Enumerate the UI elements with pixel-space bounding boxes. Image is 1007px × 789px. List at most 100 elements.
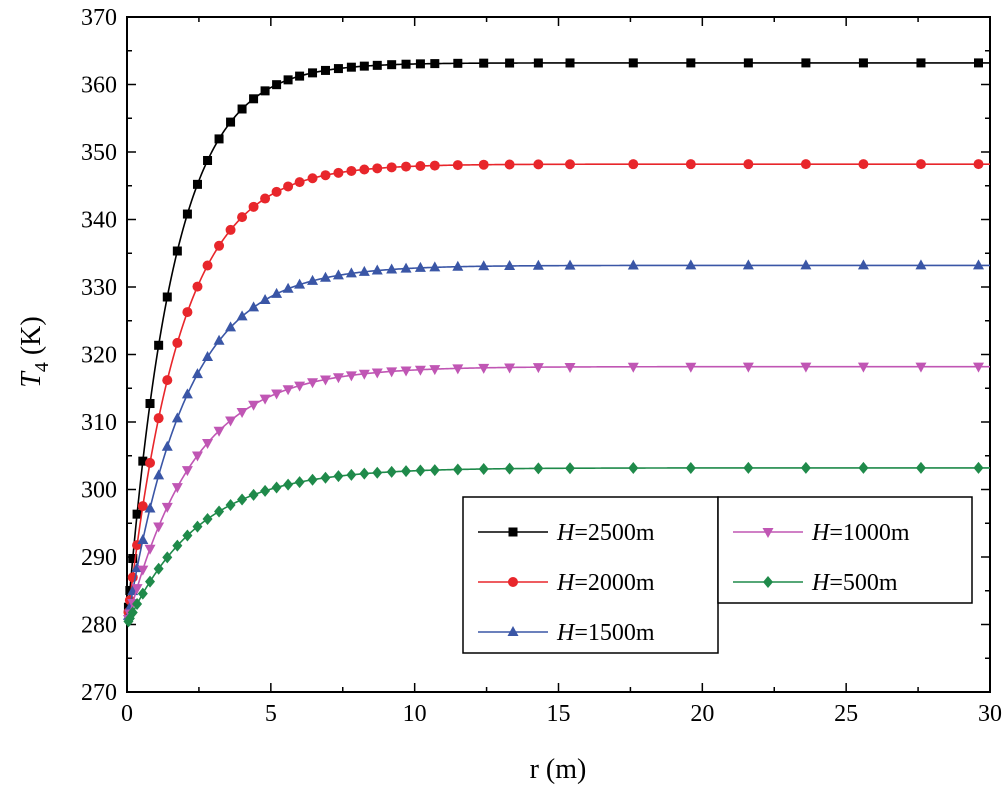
data-point: [283, 181, 294, 192]
data-point: [345, 267, 357, 278]
data-point: [171, 412, 183, 423]
data-point: [973, 159, 984, 170]
data-point: [627, 259, 639, 270]
legend-label-var: H: [556, 620, 576, 646]
data-point: [430, 59, 440, 69]
series-line: [126, 264, 990, 625]
data-point: [628, 462, 639, 475]
data-point: [181, 388, 193, 399]
y-tick-label: 290: [81, 545, 117, 571]
data-point: [182, 307, 193, 318]
data-point: [743, 58, 753, 68]
y-axis-title: T4 (K): [16, 316, 53, 387]
data-point: [478, 159, 489, 170]
data-point: [161, 440, 173, 451]
data-point: [294, 177, 305, 188]
y-tick-label: 350: [81, 140, 117, 166]
data-point: [333, 470, 344, 483]
data-point: [858, 159, 869, 170]
data-point: [320, 170, 331, 181]
data-point: [172, 246, 182, 256]
data-point: [429, 160, 440, 171]
data-point: [271, 389, 283, 400]
series-layer: [122, 58, 990, 628]
data-point: [236, 310, 248, 321]
data-point: [386, 263, 398, 274]
data-point: [452, 160, 463, 171]
data-point: [319, 271, 331, 282]
data-point: [225, 321, 237, 332]
data-point: [213, 426, 225, 437]
data-point: [282, 385, 294, 396]
data-point: [127, 606, 138, 619]
legend-box-right: [717, 496, 973, 604]
legend-label-var: H: [556, 570, 576, 596]
data-point: [915, 362, 927, 373]
data-point: [225, 224, 236, 235]
data-point: [282, 282, 294, 293]
data-point: [414, 261, 426, 272]
data-point: [401, 59, 411, 69]
data-point: [915, 159, 926, 170]
legend-label-var: H: [811, 520, 831, 546]
data-point: [504, 159, 515, 170]
data-point: [358, 265, 370, 276]
data-point: [452, 260, 464, 271]
data-point: [800, 259, 812, 270]
data-point: [358, 369, 370, 380]
y-tick-label: 370: [81, 5, 117, 31]
legend-marker: [763, 576, 773, 588]
data-point: [565, 462, 576, 475]
data-point: [742, 362, 754, 373]
data-point: [973, 58, 983, 68]
data-point: [237, 104, 247, 114]
data-point: [429, 464, 440, 477]
data-point: [743, 159, 754, 170]
data-point: [131, 584, 143, 595]
legend-label: H=500m: [811, 570, 898, 596]
y-axis-title-sub: 4: [31, 362, 53, 372]
legend-entry: H=1000m: [733, 520, 910, 546]
data-point: [213, 334, 225, 345]
data-point: [359, 164, 370, 175]
y-axis-title-unit: (K): [16, 316, 47, 362]
data-point: [225, 416, 237, 427]
y-tick-label: 300: [81, 478, 117, 504]
data-point: [214, 240, 225, 251]
data-point: [307, 473, 318, 486]
data-point: [915, 461, 926, 474]
data-point: [415, 161, 426, 172]
data-point: [564, 362, 576, 373]
data-point: [283, 75, 293, 85]
y-tick-label: 330: [81, 275, 117, 301]
data-point: [308, 68, 318, 78]
data-point: [294, 278, 306, 289]
data-point: [478, 260, 490, 271]
data-point: [162, 375, 173, 386]
data-point: [685, 362, 697, 373]
data-point: [627, 362, 639, 373]
legend-label: H=1000m: [811, 520, 910, 546]
data-point: [202, 351, 214, 362]
data-point: [214, 134, 224, 144]
series-3: [122, 259, 990, 625]
legend-label: H=2000m: [556, 570, 655, 596]
data-point: [272, 80, 282, 90]
data-point: [372, 60, 382, 70]
data-point: [628, 159, 639, 170]
data-point: [138, 456, 148, 466]
data-point: [533, 58, 543, 68]
x-tick-label: 25: [834, 701, 858, 727]
data-point: [359, 61, 369, 71]
data-point: [162, 292, 172, 302]
data-point: [685, 461, 696, 474]
legend-label-var: H: [811, 570, 831, 596]
series-5: [123, 461, 990, 628]
data-point: [153, 469, 165, 480]
data-point: [386, 367, 398, 378]
data-point: [202, 512, 213, 525]
data-point: [371, 264, 383, 275]
data-point: [153, 562, 164, 575]
data-point: [565, 159, 576, 170]
data-point: [294, 476, 305, 489]
